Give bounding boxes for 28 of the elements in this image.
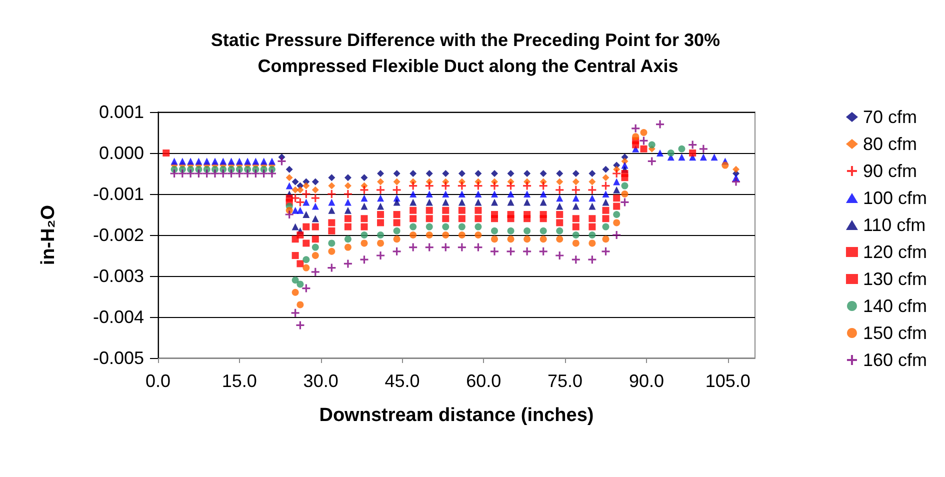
x-tick-label: 0.0 <box>145 371 171 391</box>
y-tick-label: -0.001 <box>92 184 144 204</box>
x-tick-label: 60.0 <box>466 371 502 391</box>
legend-label: 120 cfm <box>862 242 928 262</box>
chart-title: Static Pressure Difference with the Preceding Point for 30% Compressed Flexible Duct along the Central Axis <box>210 30 726 76</box>
x-tick-label: 15.0 <box>222 371 257 391</box>
legend-label: 160 cfm <box>862 350 928 370</box>
x-tick-label: 45.0 <box>384 371 420 391</box>
y-tick-label: -0.002 <box>92 225 144 245</box>
y-tick-label: -0.005 <box>92 348 144 368</box>
legend-label: 150 cfm <box>862 323 928 343</box>
x-axis-title: Downstream distance (inches) <box>319 405 594 426</box>
legend-label: 80 cfm <box>862 134 918 154</box>
x-tick-label: 75.0 <box>548 371 583 391</box>
legend-label: 90 cfm <box>862 161 918 181</box>
x-tick-label: 90.0 <box>628 371 664 391</box>
legend-label: 140 cfm <box>862 296 928 316</box>
y-tick-label: 0.000 <box>98 143 144 163</box>
x-tick-label: 105.0 <box>705 371 750 391</box>
y-axis-title: in-H₂O <box>38 204 59 266</box>
legend-label: 110 cfm <box>862 215 926 235</box>
y-tick-label: -0.003 <box>92 266 144 286</box>
y-tick-label: 0.001 <box>98 102 144 122</box>
x-tick-label: 30.0 <box>303 371 338 391</box>
legend-label: 130 cfm <box>862 269 928 289</box>
legend-label: 70 cfm <box>862 107 918 127</box>
y-tick-label: -0.004 <box>92 307 144 327</box>
legend-label: 100 cfm <box>862 188 928 208</box>
